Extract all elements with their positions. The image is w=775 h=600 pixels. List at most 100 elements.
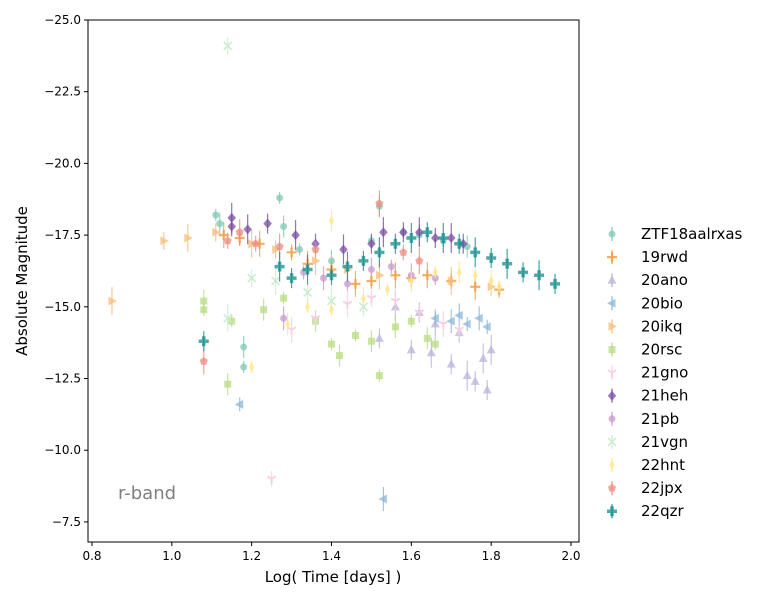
- legend-label: 22qzr: [641, 502, 684, 520]
- legend-item: 21gno: [607, 364, 688, 382]
- legend-marker: [607, 483, 617, 492]
- data-point: [343, 280, 351, 288]
- data-point: [367, 337, 375, 345]
- y-tick-label: −10.0: [44, 443, 81, 457]
- data-point: [462, 319, 471, 329]
- data-point: [199, 357, 208, 365]
- data-point: [415, 227, 424, 238]
- data-point: [251, 239, 260, 248]
- data-point: [328, 215, 335, 226]
- y-axis-label: Absolute Magnitude: [13, 206, 31, 356]
- y-tick-label: −22.5: [44, 85, 81, 99]
- data-point: [384, 284, 391, 295]
- data-point: [496, 281, 502, 292]
- data-point: [303, 287, 313, 298]
- data-point: [284, 319, 291, 330]
- data-point: [286, 273, 297, 284]
- data-point: [438, 320, 448, 330]
- y-tick-label: −15.0: [44, 300, 81, 314]
- data-point: [374, 333, 384, 342]
- data-point: [291, 230, 300, 241]
- legend-label: 20bio: [641, 294, 683, 312]
- legend-item: 22qzr: [607, 502, 684, 520]
- legend-item: 21pb: [608, 410, 679, 428]
- legend-item: ZTF18aalrxas: [608, 225, 743, 243]
- data-point: [335, 352, 343, 360]
- data-point: [296, 245, 304, 253]
- data-point: [304, 301, 311, 312]
- data-point: [407, 317, 415, 325]
- data-point: [312, 256, 321, 266]
- legend-label: 20rsc: [641, 341, 682, 359]
- series-22jpx: [199, 190, 424, 375]
- data-point: [426, 347, 436, 357]
- data-point: [422, 270, 433, 281]
- data-point: [454, 238, 465, 249]
- data-point: [227, 221, 236, 232]
- data-point: [454, 326, 464, 335]
- data-point: [390, 270, 401, 281]
- y-tick-label: −25.0: [44, 13, 81, 27]
- legend-marker: [607, 390, 617, 401]
- data-point: [200, 306, 208, 314]
- data-point: [280, 294, 288, 302]
- legend-label: 21vgn: [641, 433, 688, 451]
- data-point: [360, 293, 367, 304]
- legend-marker: [608, 321, 617, 331]
- legend-marker: [607, 369, 617, 378]
- data-point: [280, 223, 288, 231]
- data-point: [263, 218, 272, 229]
- x-tick-label: 2.0: [561, 549, 580, 563]
- data-point: [247, 273, 257, 283]
- data-point: [200, 297, 208, 305]
- legend-label: 20ikq: [641, 317, 682, 335]
- legend-item: 19rwd: [607, 248, 688, 266]
- legend-item: 22hnt: [609, 456, 685, 474]
- data-point: [478, 353, 488, 362]
- data-point: [470, 281, 481, 292]
- legend-marker: [608, 415, 616, 423]
- data-point: [218, 230, 229, 241]
- data-point: [358, 255, 369, 266]
- legend-item: 20rsc: [608, 341, 682, 359]
- legend-label: 21heh: [641, 387, 688, 405]
- data-point: [438, 232, 449, 243]
- data-point: [160, 236, 169, 246]
- data-point: [456, 267, 462, 278]
- data-point: [184, 233, 193, 243]
- data-point: [228, 317, 236, 325]
- legend-marker: [608, 346, 616, 353]
- data-point: [406, 232, 417, 243]
- data-point: [375, 270, 385, 280]
- legend-item: 22jpx: [607, 479, 683, 497]
- data-point: [302, 264, 313, 275]
- data-point: [518, 267, 529, 278]
- x-tick-label: 1.4: [322, 549, 341, 563]
- data-point: [223, 236, 232, 245]
- data-point: [414, 309, 425, 318]
- x-axis: 0.8 1.0 1.2 1.4 1.6 1.8 2.0: [82, 542, 581, 563]
- y-axis: −25.0 −22.5 −20.0 −17.5 −15.0 −12.5 −10.0 −7.5: [44, 13, 88, 529]
- data-point: [375, 199, 384, 207]
- legend-label: 19rwd: [641, 248, 688, 266]
- data-point: [430, 313, 439, 323]
- data-point: [375, 372, 383, 380]
- data-point: [235, 227, 244, 236]
- data-point: [328, 257, 336, 265]
- legend-label: 21gno: [641, 364, 688, 382]
- legend-item: 20bio: [607, 294, 683, 312]
- series-22qzr: [198, 222, 561, 352]
- data-point: [328, 304, 335, 315]
- data-point: [472, 270, 478, 281]
- data-point: [432, 267, 439, 278]
- data-point: [286, 247, 297, 258]
- data-point: [454, 310, 463, 320]
- data-point: [108, 296, 117, 306]
- data-point: [198, 336, 209, 347]
- data-point: [224, 380, 232, 388]
- data-point: [447, 276, 457, 286]
- legend-item: 21vgn: [607, 433, 688, 451]
- data-point: [216, 220, 224, 228]
- y-tick-label: −12.5: [44, 372, 81, 386]
